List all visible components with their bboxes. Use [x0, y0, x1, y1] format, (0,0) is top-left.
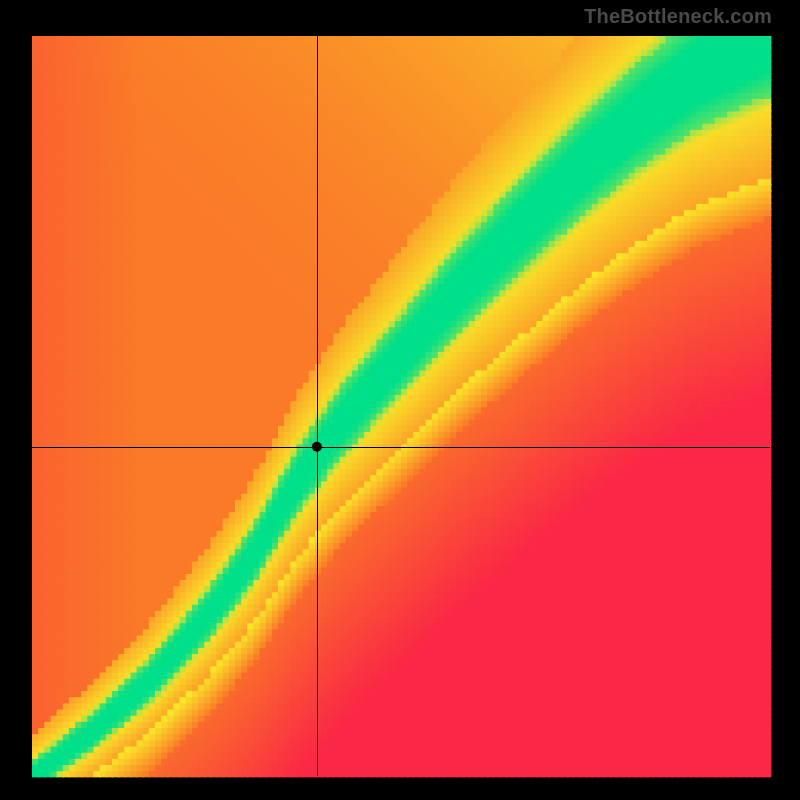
bottleneck-heatmap — [0, 0, 800, 800]
chart-container: TheBottleneck.com — [0, 0, 800, 800]
watermark-label: TheBottleneck.com — [584, 6, 772, 29]
